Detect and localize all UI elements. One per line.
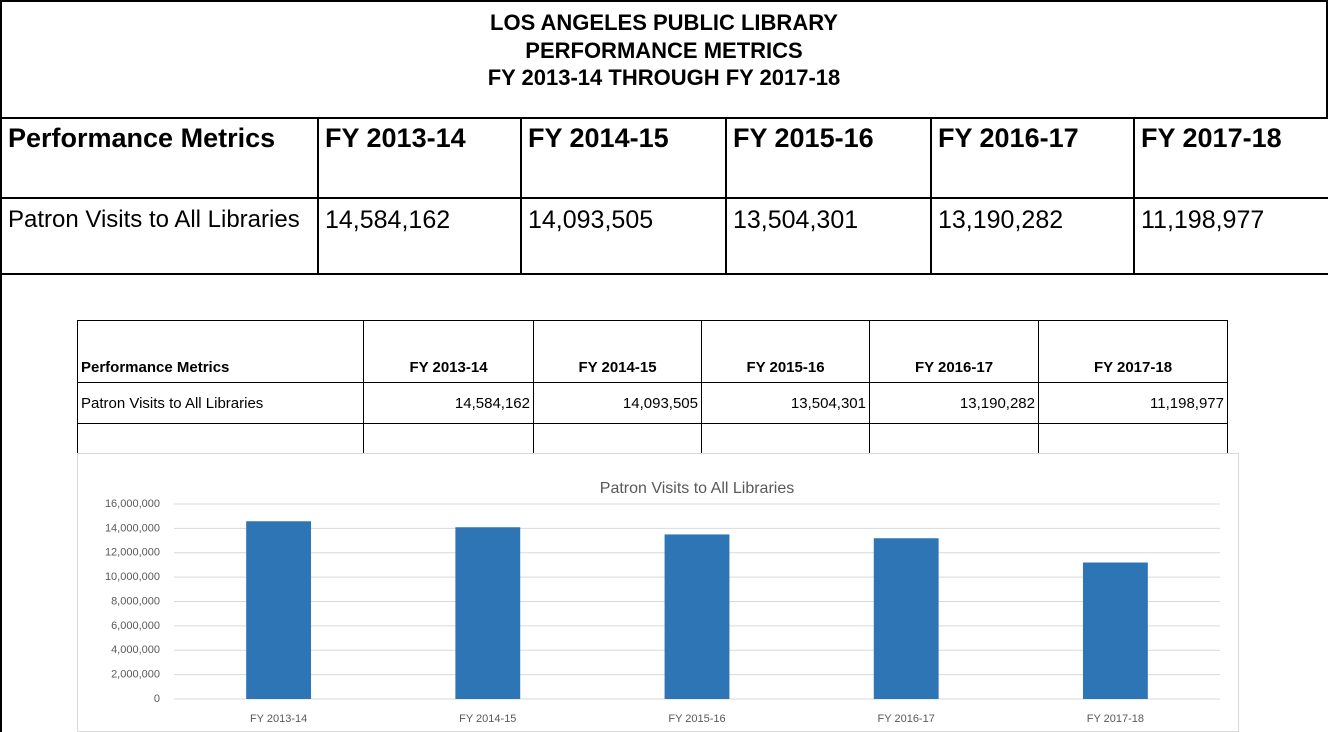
x-tick-label: FY 2013-14 bbox=[250, 713, 307, 725]
y-tick-label: 14,000,000 bbox=[105, 522, 160, 534]
y-tick-label: 16,000,000 bbox=[105, 498, 160, 510]
y-tick-label: 10,000,000 bbox=[105, 571, 160, 583]
cell: Patron Visits to All Libraries bbox=[0, 197, 319, 275]
cell: 13,504,301 bbox=[725, 197, 932, 275]
header-cell: FY 2017-18 bbox=[1133, 117, 1328, 199]
header-row: Performance Metrics FY 2013-14 FY 2014-1… bbox=[77, 320, 1228, 383]
header-cell: FY 2017-18 bbox=[1038, 320, 1228, 383]
cell: 11,198,977 bbox=[1133, 197, 1328, 275]
cell: 14,093,505 bbox=[520, 197, 727, 275]
x-tick-label: FY 2014-15 bbox=[459, 713, 516, 725]
bar bbox=[1082, 562, 1148, 699]
header-cell: FY 2014-15 bbox=[533, 320, 702, 383]
y-tick-label: 8,000,000 bbox=[111, 595, 160, 607]
x-tick-label: FY 2017-18 bbox=[1087, 713, 1144, 725]
cell: 14,584,162 bbox=[363, 382, 534, 424]
bar bbox=[664, 534, 730, 699]
inner-table: Performance Metrics FY 2013-14 FY 2014-1… bbox=[77, 320, 1228, 463]
x-tick-label: FY 2015-16 bbox=[668, 713, 725, 725]
bar bbox=[455, 527, 521, 699]
y-tick-label: 4,000,000 bbox=[111, 644, 160, 656]
header-cell: FY 2015-16 bbox=[701, 320, 870, 383]
header-line: LOS ANGELES PUBLIC LIBRARY bbox=[490, 10, 838, 35]
cell: Patron Visits to All Libraries bbox=[77, 382, 364, 424]
bar bbox=[873, 538, 939, 699]
border bbox=[0, 273, 2, 732]
metrics-table: Performance Metrics FY 2013-14 FY 2014-1… bbox=[0, 117, 1328, 275]
data-row: Patron Visits to All Libraries 14,584,16… bbox=[0, 197, 1328, 275]
header: LOS ANGELES PUBLIC LIBRARY PERFORMANCE M… bbox=[0, 0, 1328, 118]
header-cell: FY 2015-16 bbox=[725, 117, 932, 199]
x-tick-label: FY 2016-17 bbox=[878, 713, 935, 725]
chart-title: Patron Visits to All Libraries bbox=[600, 480, 794, 497]
header-cell: FY 2016-17 bbox=[930, 117, 1135, 199]
cell: 14,584,162 bbox=[317, 197, 522, 275]
y-tick-label: 6,000,000 bbox=[111, 620, 160, 632]
header-cell: FY 2014-15 bbox=[520, 117, 727, 199]
header-line: FY 2013-14 THROUGH FY 2017-18 bbox=[487, 65, 841, 90]
header-cell: FY 2013-14 bbox=[363, 320, 534, 383]
header-cell: Performance Metrics bbox=[0, 117, 319, 199]
cell: 11,198,977 bbox=[1038, 382, 1228, 424]
y-tick-label: 12,000,000 bbox=[105, 547, 160, 559]
bar bbox=[246, 521, 312, 699]
y-tick-label: 2,000,000 bbox=[111, 669, 160, 681]
cell: 13,190,282 bbox=[930, 197, 1135, 275]
header-row: Performance Metrics FY 2013-14 FY 2014-1… bbox=[0, 117, 1328, 199]
header-line: PERFORMANCE METRICS bbox=[525, 37, 803, 63]
y-tick-label: 0 bbox=[154, 693, 160, 705]
cell: 13,190,282 bbox=[869, 382, 1039, 424]
cell: 13,504,301 bbox=[701, 382, 870, 424]
chart: Patron Visits to All Libraries 0 2,000,00… bbox=[77, 453, 1239, 732]
data-row: Patron Visits to All Libraries 14,584,16… bbox=[77, 382, 1228, 424]
header-cell: Performance Metrics bbox=[77, 320, 364, 383]
header-cell: FY 2016-17 bbox=[869, 320, 1039, 383]
cell: 14,093,505 bbox=[533, 382, 702, 424]
header-cell: FY 2013-14 bbox=[317, 117, 522, 199]
